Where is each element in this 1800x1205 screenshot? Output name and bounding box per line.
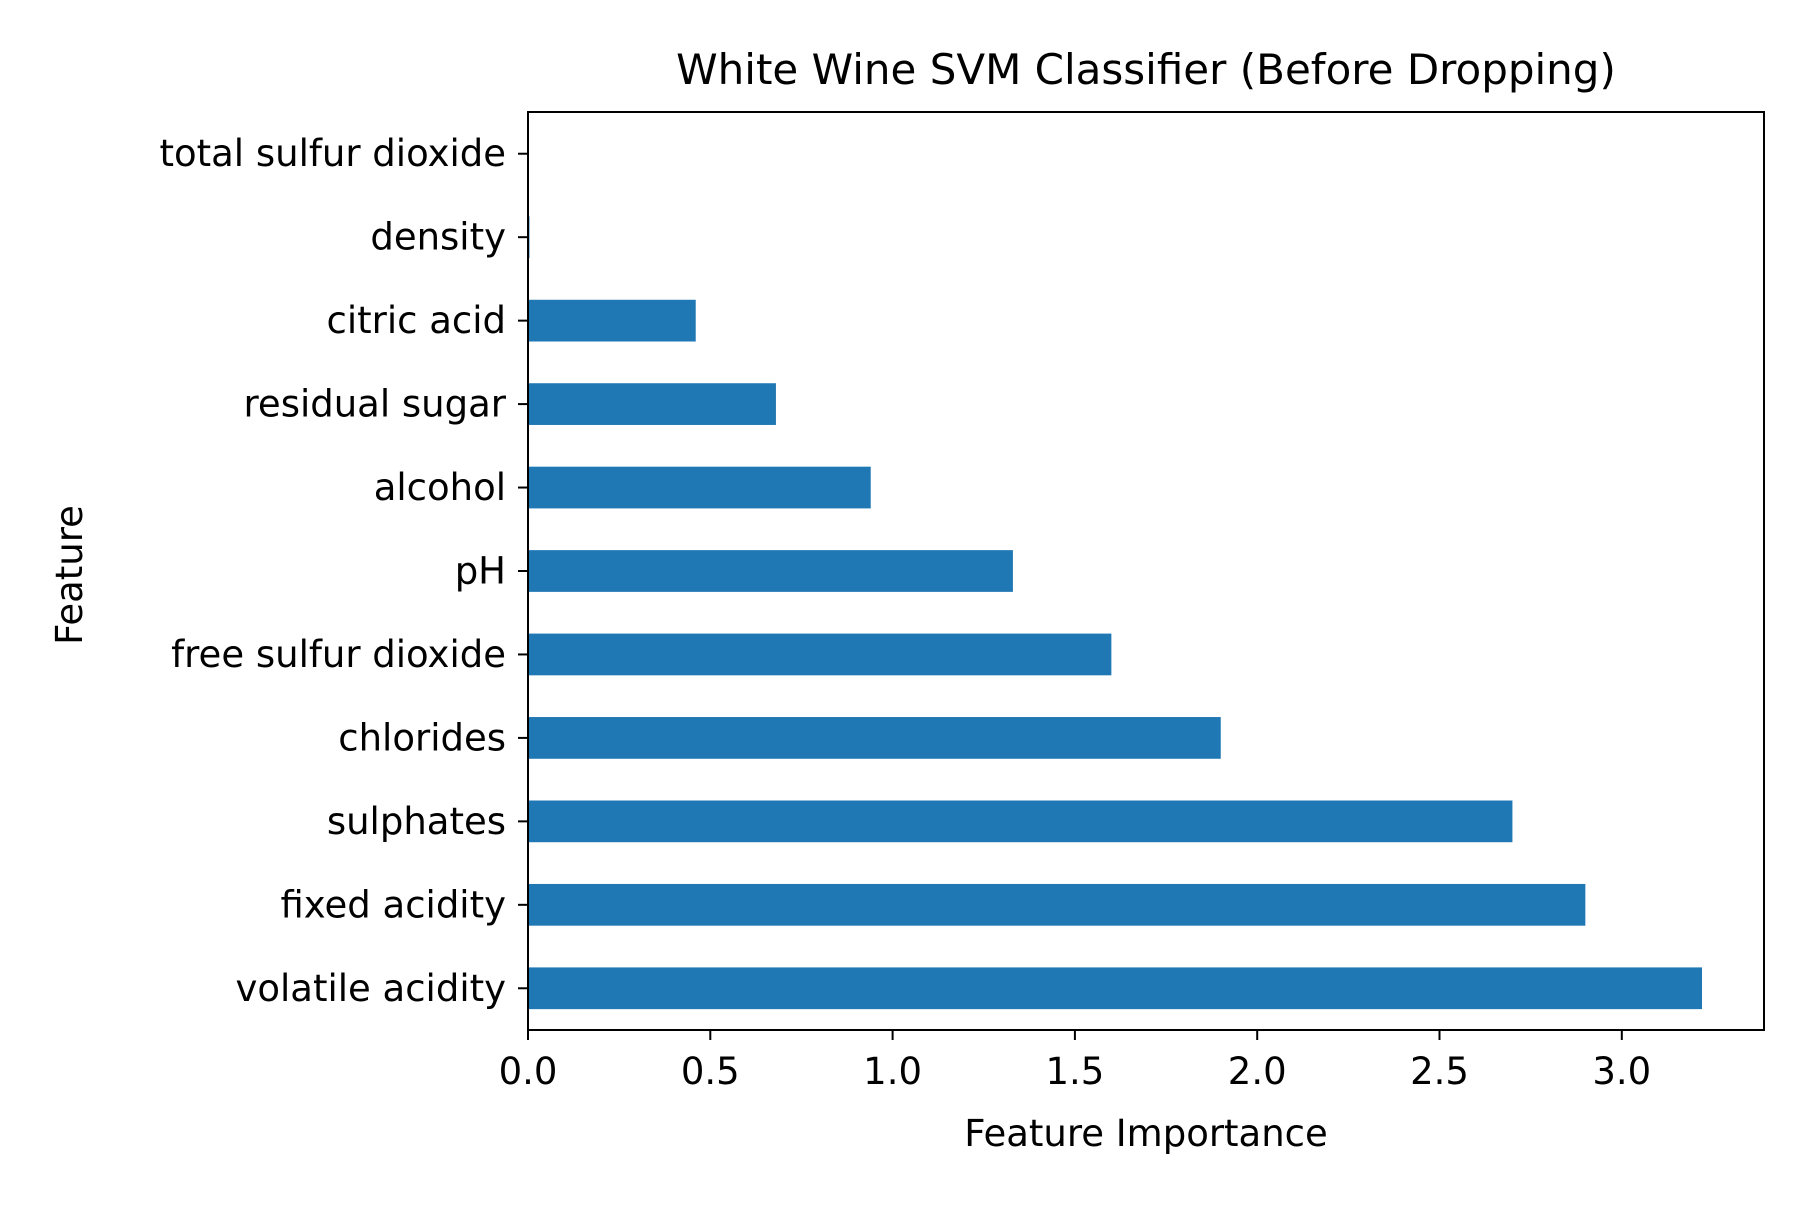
y-tick-label: alcohol [374,466,506,509]
bar-volatile-acidity [528,967,1703,1010]
bar-free-sulfur-dioxide [528,633,1112,676]
bar-sulphates [528,800,1513,843]
bar-ph [528,550,1013,592]
y-tick-label: free sulfur dioxide [171,633,506,676]
y-tick-label: citric acid [326,299,506,342]
y-tick-label: residual sugar [244,383,507,426]
y-tick-label: chlorides [338,716,506,759]
x-axis-label: Feature Importance [964,1112,1328,1155]
y-tick-label: sulphates [327,800,506,843]
bar-fixed-acidity [528,883,1586,926]
y-tick-label: density [370,216,506,259]
y-axis-label: Feature [48,505,91,645]
x-tick-label: 0.0 [499,1050,558,1093]
y-tick-label: total sulfur dioxide [159,132,506,175]
chart-title: White Wine SVM Classifier (Before Droppi… [676,45,1616,94]
bar-alcohol [528,466,871,509]
bars-layer [528,216,1703,1010]
ticks-layer: volatile acidity fixed acidity sulphates ch… [159,132,1651,1093]
x-tick-label: 2.5 [1410,1050,1469,1093]
x-tick-label: 0.5 [681,1050,740,1093]
bar-residual-sugar [528,383,776,425]
y-tick-label: pH [455,550,506,593]
y-tick-label: volatile acidity [235,967,506,1010]
x-tick-label: 1.0 [863,1050,922,1093]
x-tick-label: 1.5 [1045,1050,1104,1093]
x-tick-label: 3.0 [1592,1050,1651,1093]
y-tick-label: fixed acidity [280,883,506,926]
bar-citric-acid [528,299,696,342]
bar-chlorides [528,717,1221,759]
x-tick-label: 2.0 [1228,1050,1287,1093]
